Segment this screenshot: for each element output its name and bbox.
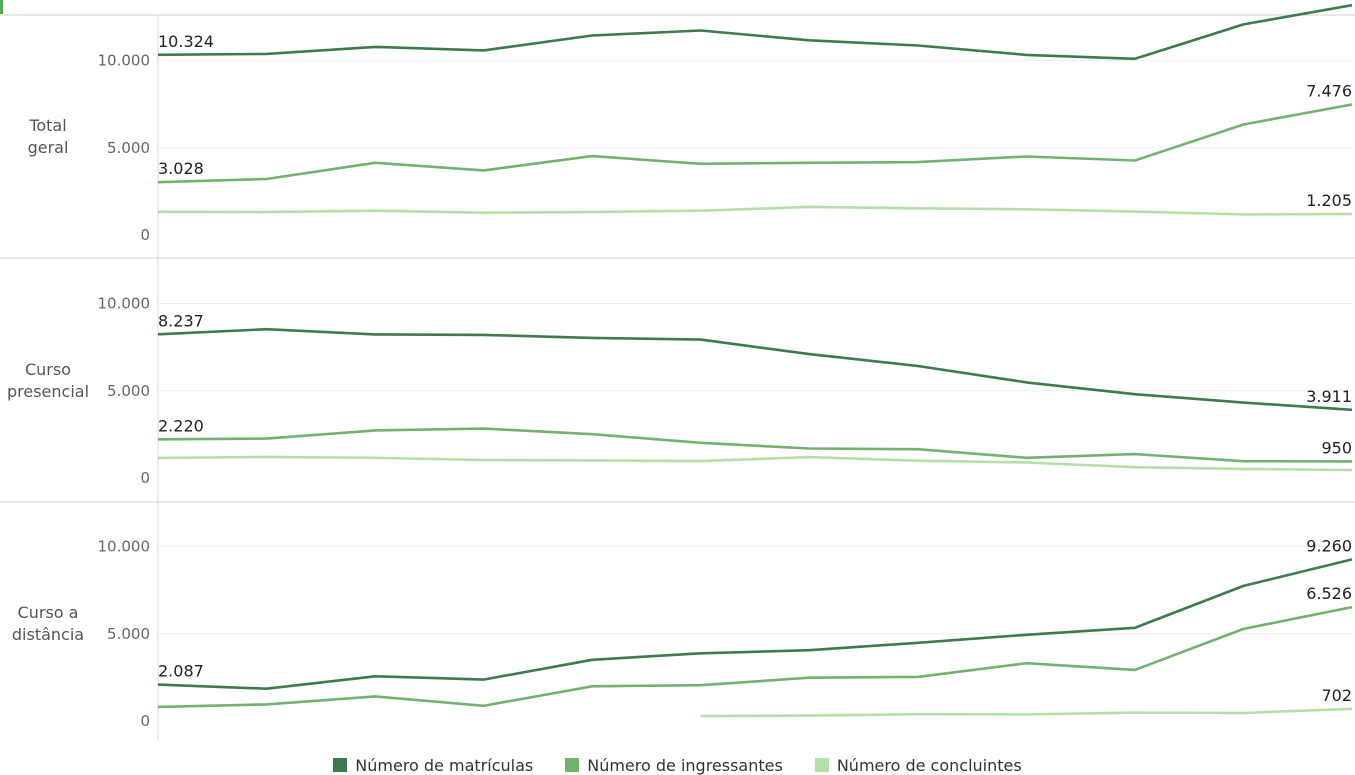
legend-label-matriculas: Número de matrículas <box>355 755 534 775</box>
series-line <box>157 427 1353 463</box>
data-label: 702 <box>1321 686 1352 705</box>
panel-label: Curso a <box>18 603 79 622</box>
data-label: 3.911 <box>1306 387 1352 406</box>
accent-mark <box>0 0 3 14</box>
data-label: 10.324 <box>158 32 214 51</box>
panel-label: Total <box>28 116 66 135</box>
data-label: 1.205 <box>1306 191 1352 210</box>
legend-item-concluintes: Número de concluintes <box>814 755 1022 775</box>
data-label: 950 <box>1321 438 1352 457</box>
legend-item-matriculas: Número de matrículas <box>333 755 534 775</box>
series-line <box>157 103 1353 184</box>
data-label: 6.526 <box>1306 584 1352 603</box>
y-tick-label: 0 <box>140 712 150 730</box>
y-tick-label: 10.000 <box>98 538 151 556</box>
panel-label: presencial <box>7 382 89 401</box>
y-tick-label: 10.000 <box>98 52 151 70</box>
data-label: 9.260 <box>1306 536 1352 555</box>
series-line <box>157 605 1353 709</box>
panel-label: geral <box>28 138 69 157</box>
data-label: 2.087 <box>158 662 204 681</box>
y-tick-label: 0 <box>140 469 150 487</box>
data-label: 13.171 <box>1296 0 1352 1</box>
data-label: 8.237 <box>158 311 204 330</box>
chart-legend: Número de matrículas Número de ingressan… <box>0 755 1355 775</box>
legend-item-ingressantes: Número de ingressantes <box>565 755 783 775</box>
series-line <box>157 205 1353 216</box>
legend-label-concluintes: Número de concluintes <box>836 755 1022 775</box>
series-line <box>157 455 1353 472</box>
series-line <box>157 327 1353 412</box>
series-line <box>700 707 1353 718</box>
legend-swatch-concluintes <box>814 758 829 772</box>
data-label: 3.028 <box>158 159 204 178</box>
data-label: 7.476 <box>1306 82 1352 101</box>
panel-label: Curso <box>25 360 71 379</box>
data-label: 2.220 <box>158 416 204 435</box>
series-line <box>157 3 1353 61</box>
y-tick-label: 5.000 <box>107 139 150 157</box>
panel-label: distância <box>12 625 84 644</box>
y-tick-label: 0 <box>140 226 150 244</box>
y-tick-label: 5.000 <box>107 625 150 643</box>
y-tick-label: 5.000 <box>107 382 150 400</box>
legend-label-ingressantes: Número de ingressantes <box>587 755 783 775</box>
legend-swatch-matriculas <box>333 758 348 772</box>
series-line <box>157 558 1353 690</box>
y-tick-label: 10.000 <box>98 295 151 313</box>
legend-swatch-ingressantes <box>565 758 580 772</box>
